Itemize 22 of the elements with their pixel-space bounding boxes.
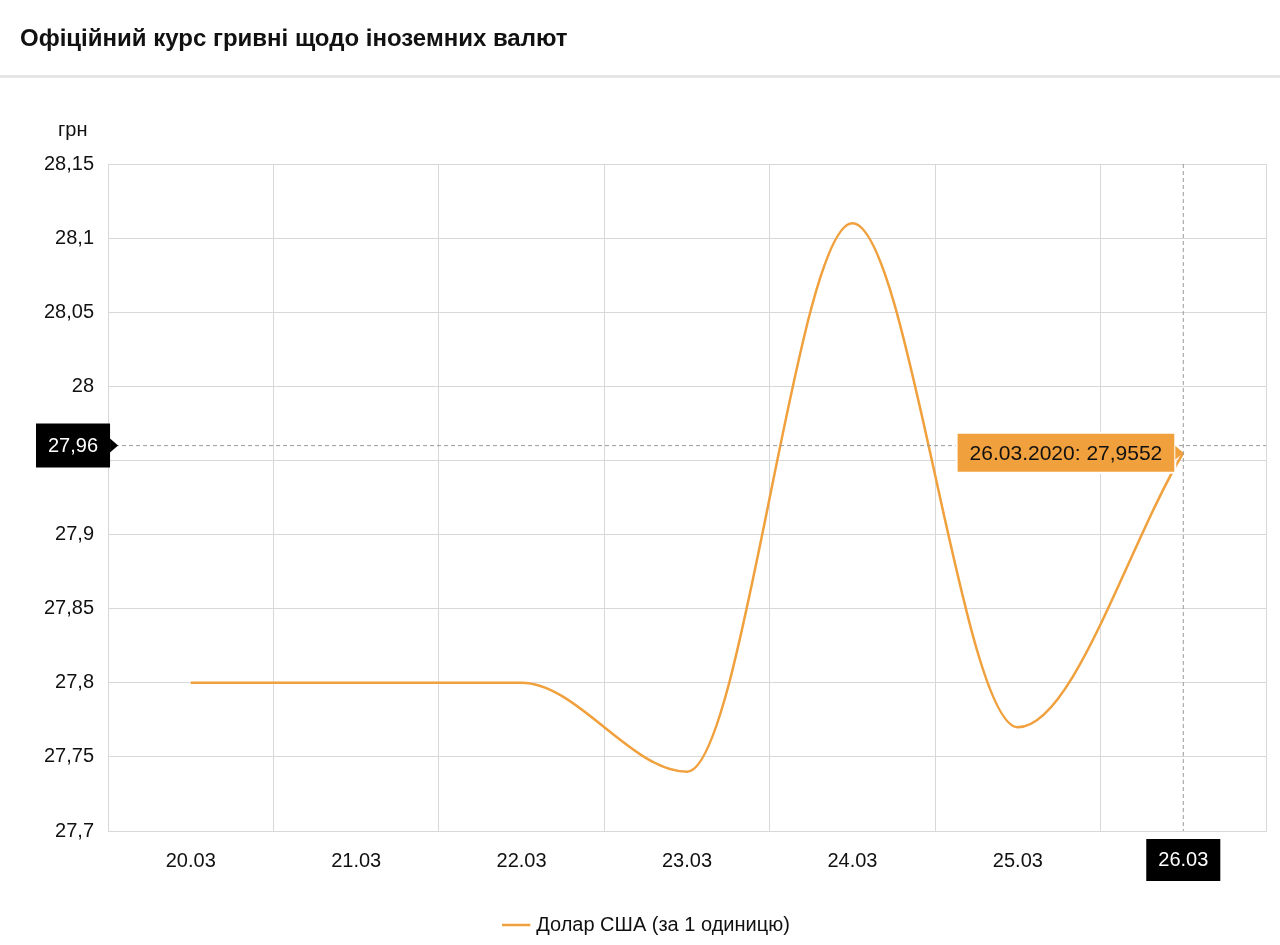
y-tick-label: 27,8	[55, 670, 95, 693]
y-tick-label: 27,85	[43, 596, 95, 619]
x-tick-label: 25.03	[992, 848, 1043, 871]
x-tick-label: 21.03	[331, 848, 382, 871]
chart-title: Офіційний курс гривні щодо іноземних валют	[0, 0, 1280, 78]
x-tick-label: 26.03	[1158, 847, 1209, 870]
x-tick-label: 22.03	[496, 848, 547, 871]
y-tick-label: 28,1	[55, 225, 95, 248]
x-tick-label: 24.03	[827, 848, 878, 871]
legend-label: Долар США (за 1 одиницю)	[536, 912, 790, 935]
y-tick-label: 27,7	[55, 818, 95, 841]
y-tick-label: 28,05	[43, 299, 95, 322]
line-series	[189, 222, 1185, 773]
y-axis-title: грн	[58, 118, 88, 140]
y-tick-label: 27,75	[43, 744, 95, 767]
y-tick-label: 28	[71, 373, 95, 396]
annotation: 26.03.2020: 27,9552	[969, 440, 1163, 464]
x-tick-label: 23.03	[661, 848, 713, 871]
y-tick-label: 27,9	[55, 522, 95, 545]
x-tick-label: 20.03	[165, 848, 216, 871]
ref-line-label: 27,96	[47, 434, 99, 457]
y-tick-label: 28,15	[43, 151, 95, 174]
